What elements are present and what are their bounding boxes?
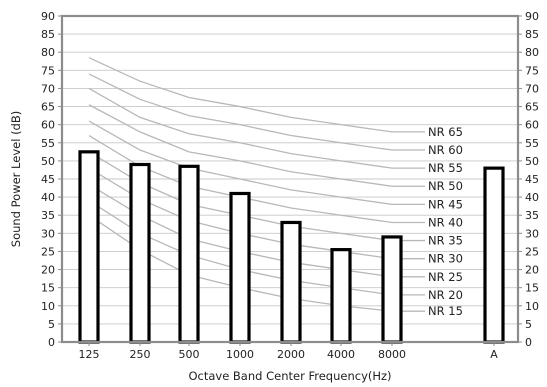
y-tick-label: 35 bbox=[41, 209, 55, 222]
x-tick-label: 4000 bbox=[327, 348, 355, 361]
y-axis-left: 0 5 10 15 20 25 30 35 40 45 50 55 60 65 70 75 80 85 90 bbox=[41, 10, 62, 349]
x-tick-label: 2000 bbox=[277, 348, 305, 361]
y-tick-label: 25 bbox=[525, 245, 539, 258]
y-tick-label: 70 bbox=[525, 82, 539, 95]
y-tick-label: 45 bbox=[525, 173, 539, 186]
y-tick-label: 10 bbox=[41, 300, 55, 313]
y-tick-label: 35 bbox=[525, 209, 539, 222]
x-tick-label: 1000 bbox=[226, 348, 254, 361]
y-tick-label: 85 bbox=[41, 28, 55, 41]
y-tick-label: 25 bbox=[41, 245, 55, 258]
y-tick-label: 20 bbox=[525, 264, 539, 277]
bar bbox=[483, 166, 505, 344]
x-tick-label: 500 bbox=[179, 348, 200, 361]
x-axis: 125 250 500 1000 2000 4000 8000 A bbox=[79, 342, 498, 361]
y-tick-label: 5 bbox=[525, 318, 532, 331]
bar bbox=[381, 235, 403, 344]
nr-label: NR 65 bbox=[428, 125, 463, 139]
y-tick-label: 15 bbox=[41, 282, 55, 295]
bar bbox=[229, 191, 251, 344]
y-tick-label: 90 bbox=[41, 10, 55, 23]
bar bbox=[330, 248, 352, 344]
bar bbox=[78, 150, 100, 344]
nr-label: NR 20 bbox=[428, 288, 463, 302]
x-tick-label: 8000 bbox=[378, 348, 406, 361]
y-tick-label: 55 bbox=[41, 137, 55, 150]
y-tick-label: 40 bbox=[41, 191, 55, 204]
nr-label: NR 30 bbox=[428, 252, 463, 266]
y-tick-label: 85 bbox=[525, 28, 539, 41]
nr-label: NR 50 bbox=[428, 179, 463, 193]
nr-label: NR 25 bbox=[428, 270, 463, 284]
bar bbox=[280, 220, 302, 344]
y-tick-label: 60 bbox=[41, 119, 55, 132]
y-tick-label: 50 bbox=[525, 155, 539, 168]
nr-curve bbox=[88, 120, 425, 206]
y-tick-label: 75 bbox=[525, 64, 539, 77]
y-tick-label: 80 bbox=[525, 46, 539, 59]
y-tick-label: 30 bbox=[41, 227, 55, 240]
x-tick-label: A bbox=[490, 348, 498, 361]
y-tick-label: 40 bbox=[525, 191, 539, 204]
x-tick-label: 250 bbox=[130, 348, 151, 361]
y-tick-label: 65 bbox=[41, 101, 55, 114]
nr-label: NR 15 bbox=[428, 304, 463, 318]
x-tick-label: 125 bbox=[79, 348, 100, 361]
y-axis-label: Sound Power Level (dB) bbox=[9, 111, 23, 247]
y-tick-label: 80 bbox=[41, 46, 55, 59]
nr-curve bbox=[88, 104, 425, 187]
nr-label: NR 35 bbox=[428, 234, 463, 248]
nr-curve bbox=[88, 87, 425, 169]
nr-label: NR 45 bbox=[428, 197, 463, 211]
y-tick-label: 65 bbox=[525, 101, 539, 114]
y-tick-label: 45 bbox=[41, 173, 55, 186]
nr-curve bbox=[88, 57, 425, 133]
y-tick-label: 55 bbox=[525, 137, 539, 150]
y-tick-label: 0 bbox=[525, 336, 532, 349]
y-axis-right: 0 5 10 15 20 25 30 35 40 45 50 55 60 65 70 75 80 85 90 bbox=[518, 10, 539, 349]
bar bbox=[129, 162, 151, 344]
nr-label: NR 55 bbox=[428, 161, 463, 175]
y-tick-label: 0 bbox=[48, 336, 55, 349]
y-tick-label: 5 bbox=[48, 318, 55, 331]
y-tick-label: 50 bbox=[41, 155, 55, 168]
nr-labels: NR 15 NR 20 NR 25 NR 30 NR 35 NR 40 NR 45 NR 50… bbox=[428, 125, 463, 318]
y-tick-label: 15 bbox=[525, 282, 539, 295]
y-tick-label: 60 bbox=[525, 119, 539, 132]
y-tick-label: 90 bbox=[525, 10, 539, 23]
y-tick-label: 10 bbox=[525, 300, 539, 313]
y-tick-label: 70 bbox=[41, 82, 55, 95]
nr-label: NR 60 bbox=[428, 143, 463, 157]
bars bbox=[78, 150, 505, 344]
nr-label: NR 40 bbox=[428, 215, 463, 229]
y-tick-label: 30 bbox=[525, 227, 539, 240]
bar bbox=[178, 164, 200, 344]
y-tick-label: 20 bbox=[41, 264, 55, 277]
x-axis-label: Octave Band Center Frequency(Hz) bbox=[188, 369, 391, 383]
nr-curve bbox=[88, 73, 425, 151]
y-tick-label: 75 bbox=[41, 64, 55, 77]
